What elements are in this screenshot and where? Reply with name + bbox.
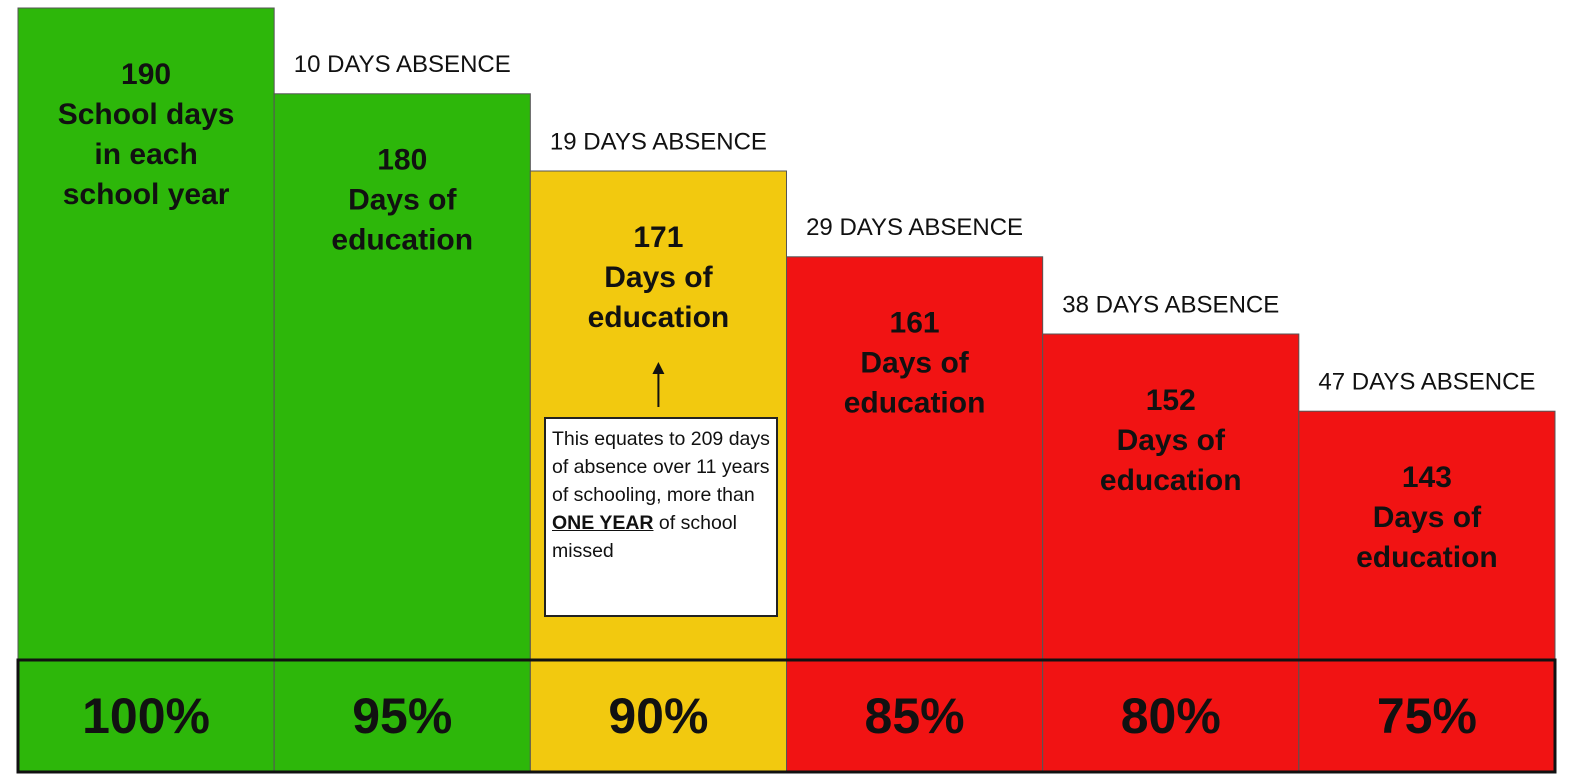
percent-cell (529, 659, 787, 773)
annotation-emphasis: ONE YEAR (552, 512, 654, 534)
percent-row-border (16, 658, 1557, 774)
bar-label: Days of (1373, 501, 1482, 534)
bar-value: 161 (890, 307, 940, 340)
x-tick-label: 95% (352, 688, 452, 744)
x-tick-label: 90% (608, 688, 708, 744)
bar-label: education (1356, 541, 1498, 574)
percent-cell (1042, 659, 1300, 773)
x-tick-label: 75% (1377, 688, 1477, 744)
bar-value: 190 (121, 58, 171, 91)
x-tick-label: 85% (865, 688, 965, 744)
x-tick-label: 80% (1121, 688, 1221, 744)
bar-label: in each (94, 138, 197, 171)
bar-label: Days of (604, 261, 713, 294)
bar-label: education (844, 387, 986, 420)
bar (1042, 333, 1300, 661)
bar (273, 93, 531, 661)
absence-label: 29 DAYS ABSENCE (806, 214, 1023, 241)
annotation-text: This equates to 209 days of absence over… (552, 428, 770, 506)
absence-label: 47 DAYS ABSENCE (1318, 369, 1535, 396)
bar-value: 152 (1146, 384, 1196, 417)
percent-cell (786, 659, 1044, 773)
bar-label: Days of (348, 184, 457, 217)
bar (786, 256, 1044, 661)
absence-label: 38 DAYS ABSENCE (1062, 291, 1279, 318)
absence-label: 19 DAYS ABSENCE (550, 128, 767, 155)
bar-label: Days of (1117, 424, 1226, 457)
bar-label: education (588, 301, 730, 334)
bar-label: education (331, 224, 473, 257)
bar-label: School days (58, 98, 235, 131)
bar-label: school year (63, 178, 230, 211)
bar (17, 7, 275, 661)
bar-value: 143 (1402, 461, 1452, 494)
bar-label: Days of (860, 347, 969, 380)
bar-value: 171 (633, 221, 683, 254)
bar-value: 180 (377, 144, 427, 177)
x-tick-label: 100% (82, 688, 210, 744)
absence-label: 10 DAYS ABSENCE (294, 51, 511, 78)
percent-cell (17, 659, 275, 773)
arrow-head (652, 362, 665, 374)
bar (1298, 410, 1556, 661)
bar-label: education (1100, 464, 1242, 497)
annotation: This equates to 209 days of absence over… (544, 417, 778, 617)
annotation-text: of school missed (552, 512, 737, 562)
